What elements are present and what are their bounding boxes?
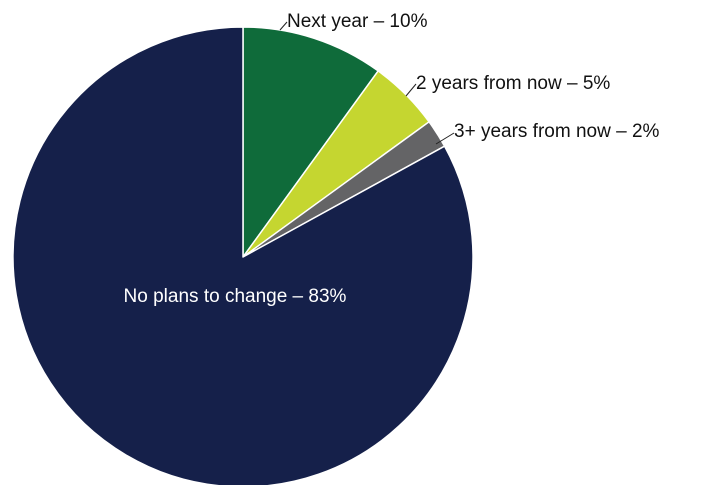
- slice-label-next-year: Next year – 10%: [287, 11, 428, 32]
- leader-line-2-years-from-now: [405, 83, 417, 97]
- leader-lines: [279, 21, 455, 145]
- slice-label-no-plans-to-change: No plans to change – 83%: [124, 286, 347, 307]
- pie-slices: [12, 26, 474, 485]
- leader-line-3-plus-years-from-now: [435, 132, 455, 145]
- pie-slice-next-year: [242, 26, 379, 258]
- slice-label-2-years-from-now: 2 years from now – 5%: [416, 73, 610, 94]
- slice-labels: Next year – 10% 2 years from now – 5% 3+ y…: [124, 11, 660, 307]
- leader-line-next-year: [279, 21, 288, 31]
- pie-slice-no-plans-to-change: [12, 26, 474, 485]
- slice-label-3-plus-years-from-now: 3+ years from now – 2%: [454, 121, 660, 142]
